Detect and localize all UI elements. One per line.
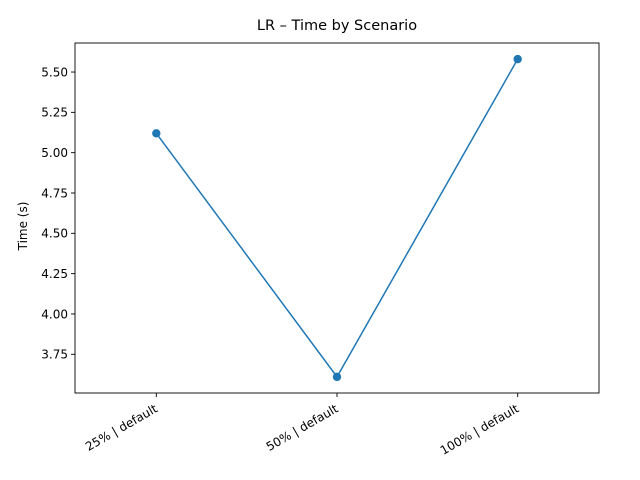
y-axis-ticks: 3.75 4.00 4.25 4.50 4.75 5.00 5.25 5.50 (41, 65, 75, 362)
series-line (155, 58, 519, 379)
x-tick-label: 25% | default (83, 401, 160, 454)
data-point (332, 372, 342, 382)
y-tick-label: 4.00 (41, 307, 68, 321)
y-tick-label: 4.50 (41, 227, 68, 241)
y-tick-label: 3.75 (41, 348, 68, 362)
series-layer (152, 54, 522, 382)
chart-title: LR – Time by Scenario (257, 18, 417, 34)
x-tick-label: 50% | default (264, 401, 341, 454)
data-point (513, 54, 522, 64)
x-tick-label: 100% | default (438, 401, 522, 457)
y-axis-label: Time (s) (16, 202, 30, 252)
x-axis-ticks: 25% | default 50% | default 100% | default (83, 393, 521, 458)
y-tick-label: 5.00 (41, 146, 68, 160)
plot-frame (74, 42, 600, 394)
y-tick-label: 4.75 (41, 186, 68, 200)
y-tick-label: 4.25 (41, 267, 68, 281)
y-tick-label: 5.25 (41, 106, 68, 120)
data-point (152, 129, 161, 138)
y-tick-label: 5.50 (41, 65, 68, 79)
